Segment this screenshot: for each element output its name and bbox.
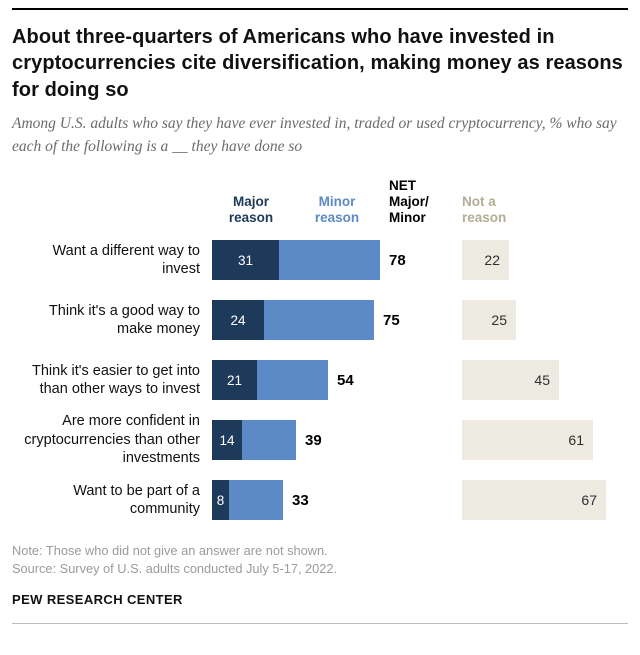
not-a-reason-zone: 61	[462, 420, 628, 461]
row-label: Think it's easier to get into than other…	[32, 362, 200, 398]
pew-research-center-logo: PEW RESEARCH CENTER	[12, 592, 183, 608]
stacked-bar: 24 75	[212, 300, 462, 341]
net-value: 75	[383, 311, 400, 329]
stacked-bar: 21 54	[212, 360, 462, 401]
note-line: Note: Those who did not give an answer a…	[12, 543, 328, 559]
not-a-reason-zone: 25	[462, 300, 628, 341]
bar-not-a-reason: 67	[462, 480, 606, 521]
net-value: 78	[389, 251, 406, 269]
not-a-reason-zone: 67	[462, 480, 628, 521]
column-headers: Major reason Minor reason NET Major/ Min…	[12, 172, 628, 230]
not-a-reason-zone: 45	[462, 360, 628, 401]
row-label: Are more confident in cryptocurrencies t…	[24, 413, 200, 467]
row-label: Want to be part of a community	[73, 482, 200, 518]
bar-not-a-reason: 45	[462, 360, 559, 401]
row-label: Want a different way to invest	[52, 242, 201, 278]
bar-segment-major: 24	[212, 300, 264, 341]
bar-segment-major: 8	[212, 480, 229, 521]
chart-subtitle: Among U.S. adults who say they have ever…	[12, 115, 617, 155]
bar-segment-major: 14	[212, 420, 242, 461]
bar-segment-minor	[229, 480, 283, 521]
bar-segment-major: 31	[212, 240, 279, 281]
stacked-bar: 8 33	[212, 480, 462, 521]
legend-minor-reason: Minor reason	[314, 194, 360, 226]
top-divider	[12, 8, 628, 10]
chart-row: Think it's a good way to make money 24 75 2…	[12, 290, 628, 350]
bar-segment-minor	[264, 300, 374, 341]
chart-row: Think it's easier to get into than other…	[12, 350, 628, 410]
stacked-bar: 14 39	[212, 420, 462, 461]
legend-net-major-minor: NET Major/ Minor	[389, 178, 429, 226]
bar-not-a-reason: 22	[462, 240, 509, 281]
bar-not-a-reason: 61	[462, 420, 593, 461]
bottom-divider	[12, 623, 628, 625]
chart-row: Are more confident in cryptocurrencies t…	[12, 410, 628, 470]
chart-title: About three-quarters of Americans who ha…	[12, 26, 623, 101]
chart-notes: Note: Those who did not give an answer a…	[12, 542, 628, 578]
legend-not-a-reason: Not a reason	[462, 194, 507, 226]
chart-row: Want a different way to invest 31 78 22	[12, 230, 628, 290]
not-a-reason-zone: 22	[462, 240, 628, 281]
chart-row: Want to be part of a community 8 33 67	[12, 470, 628, 530]
bar-not-a-reason: 25	[462, 300, 516, 341]
row-label: Think it's a good way to make money	[48, 302, 200, 338]
bar-segment-major: 21	[212, 360, 257, 401]
net-value: 33	[292, 491, 309, 509]
net-value: 54	[337, 371, 354, 389]
source-line: Source: Survey of U.S. adults conducted …	[12, 561, 338, 577]
bar-segment-minor	[257, 360, 328, 401]
legend-major-reason: Major reason	[228, 194, 274, 226]
stacked-bar: 31 78	[212, 240, 462, 281]
bar-segment-minor	[279, 240, 380, 281]
bar-segment-minor	[242, 420, 296, 461]
chart-rows: Want a different way to invest 31 78 22 Thin…	[12, 230, 628, 530]
net-value: 39	[305, 431, 322, 449]
